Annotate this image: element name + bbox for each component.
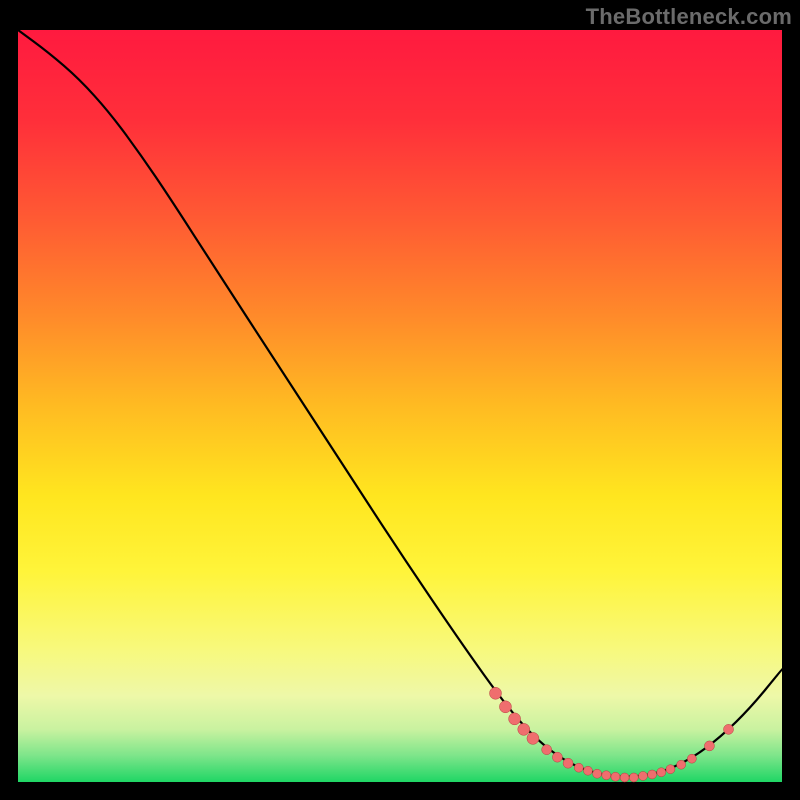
- watermark-text: TheBottleneck.com: [586, 4, 792, 30]
- data-marker: [666, 765, 675, 774]
- data-marker: [602, 771, 611, 780]
- data-marker: [648, 770, 657, 779]
- data-marker: [620, 773, 629, 782]
- data-marker: [574, 763, 583, 772]
- data-marker: [563, 758, 573, 768]
- data-marker: [583, 766, 592, 775]
- data-marker: [499, 701, 511, 713]
- data-marker: [542, 745, 552, 755]
- data-marker: [657, 768, 666, 777]
- data-marker: [593, 769, 602, 778]
- data-marker: [611, 772, 620, 781]
- data-marker: [552, 752, 562, 762]
- data-marker: [629, 773, 638, 782]
- data-marker: [687, 754, 696, 763]
- data-marker: [724, 724, 734, 734]
- data-marker: [518, 723, 530, 735]
- data-marker: [677, 760, 686, 769]
- data-marker: [527, 732, 539, 744]
- bottleneck-chart: [0, 0, 800, 800]
- data-marker: [509, 713, 521, 725]
- data-marker: [490, 687, 502, 699]
- data-marker: [704, 741, 714, 751]
- data-marker: [638, 771, 647, 780]
